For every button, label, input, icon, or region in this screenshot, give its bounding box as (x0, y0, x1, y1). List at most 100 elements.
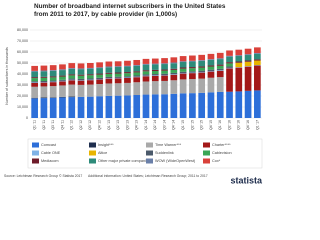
bar-segment (235, 62, 243, 68)
legend-swatch (32, 142, 39, 148)
bar-segment (142, 63, 150, 65)
bar-segment (68, 80, 76, 85)
bar-segment (226, 56, 233, 63)
bar-segment (216, 52, 224, 59)
bar-segment (31, 77, 38, 79)
bar-segment (31, 71, 38, 78)
bar-segment (142, 70, 150, 72)
bar-segment (49, 70, 57, 71)
bar-segment (105, 76, 113, 79)
bar-segment (189, 93, 196, 118)
bar-segment (216, 68, 224, 71)
y-tick-label: 10,000 (17, 105, 28, 109)
bar-segment (161, 64, 168, 70)
bar-segment (31, 98, 38, 118)
bar-segment (114, 73, 122, 77)
bar-segment (86, 84, 94, 97)
bar-segment (207, 59, 215, 66)
x-tick-label: Q2 '15 (190, 120, 194, 130)
bar-segment (198, 60, 206, 67)
bar-segment (161, 73, 168, 76)
bar-segment (170, 72, 178, 75)
bar-segment (226, 55, 233, 57)
bar-segment (207, 71, 215, 78)
bar-segment (216, 64, 224, 66)
bar-segment (179, 79, 187, 94)
bar-segment (244, 66, 252, 91)
bar-segment (216, 77, 224, 92)
bar-segment (179, 67, 187, 69)
x-tick-label: Q4 '11 (60, 120, 64, 130)
bar-segment (170, 57, 178, 63)
bar-segment (68, 68, 76, 75)
bar-segment (31, 81, 38, 83)
x-tick-label: Q1 '12 (70, 120, 74, 130)
x-tick-label: Q3 '13 (125, 120, 129, 130)
x-tick-label: Q2 '16 (227, 120, 231, 130)
bar-segment (114, 61, 122, 67)
bar-segment (40, 71, 48, 77)
page: {"chart_data": {"type": "stacked_bar", "… (4, 3, 263, 186)
bar-segment (31, 78, 38, 82)
bar-segment (96, 84, 103, 97)
bar-segment (59, 85, 66, 97)
bar-segment (216, 65, 224, 69)
bar-segment (254, 60, 261, 66)
y-axis-label: Number of subscribers in thousands (5, 47, 9, 105)
bar-segment (124, 72, 131, 74)
bar-segment (49, 77, 57, 81)
bar-segment (59, 75, 66, 77)
bar-segment (179, 56, 187, 62)
bar-segment (244, 54, 252, 56)
bar-segment (189, 67, 196, 69)
bar-segment (133, 95, 141, 118)
x-tick-label: Q4 '16 (246, 120, 250, 130)
bar-segment (77, 80, 85, 85)
bar-segment (170, 63, 178, 69)
bar-segment (68, 84, 76, 97)
x-tick-label: Q3 '15 (200, 120, 204, 130)
bar-segment (142, 94, 150, 118)
x-tick-label: Q3 '12 (88, 120, 92, 130)
bar-segment (189, 71, 196, 73)
bar-segment (124, 73, 131, 77)
bar-segment (49, 80, 57, 82)
bar-segment (49, 86, 57, 98)
legend-label: Mediacom (41, 159, 59, 163)
source: Source: Leichtman Research Group © Stati… (4, 174, 82, 178)
x-tick-label: Q3 '11 (51, 120, 55, 130)
legend-swatch (203, 150, 210, 156)
bar-segment (31, 70, 38, 72)
bar-segment (49, 97, 57, 98)
bar-segment (142, 64, 150, 71)
bar-segment (68, 74, 76, 76)
bar-segment (77, 69, 85, 75)
chart: Number of subscribers in thousands Sourc… (4, 28, 263, 185)
x-tick-label: Q2 '14 (153, 120, 157, 130)
bar-segment (198, 54, 206, 61)
bar-segment (124, 60, 131, 66)
bar-segment (216, 59, 224, 65)
bar-segment (77, 84, 85, 97)
bar-segment (105, 67, 113, 73)
x-tick-label: Q1 '11 (33, 120, 37, 130)
bar-segment (142, 58, 150, 64)
bar-segment (86, 78, 94, 80)
bar-segment (49, 76, 57, 78)
legend-label: WOW (WideOpenWest) (155, 159, 196, 163)
bar-segment (151, 69, 159, 71)
legend-box (27, 138, 263, 169)
bar-segment (254, 65, 261, 91)
bar-segment (40, 77, 48, 81)
legend-label: Suddenlink (155, 151, 174, 155)
x-tick-label: Q1 '17 (255, 120, 259, 130)
bar-segment (105, 73, 113, 77)
bar-segment (105, 95, 113, 118)
bar-segment (170, 69, 178, 73)
bar-segment (49, 82, 57, 87)
legend-label: Time Warner*** (155, 143, 182, 147)
bar-segment (86, 75, 94, 79)
legend-swatch (146, 142, 153, 148)
bar-segment (96, 96, 103, 118)
x-tick-label: Q1 '16 (218, 120, 222, 130)
